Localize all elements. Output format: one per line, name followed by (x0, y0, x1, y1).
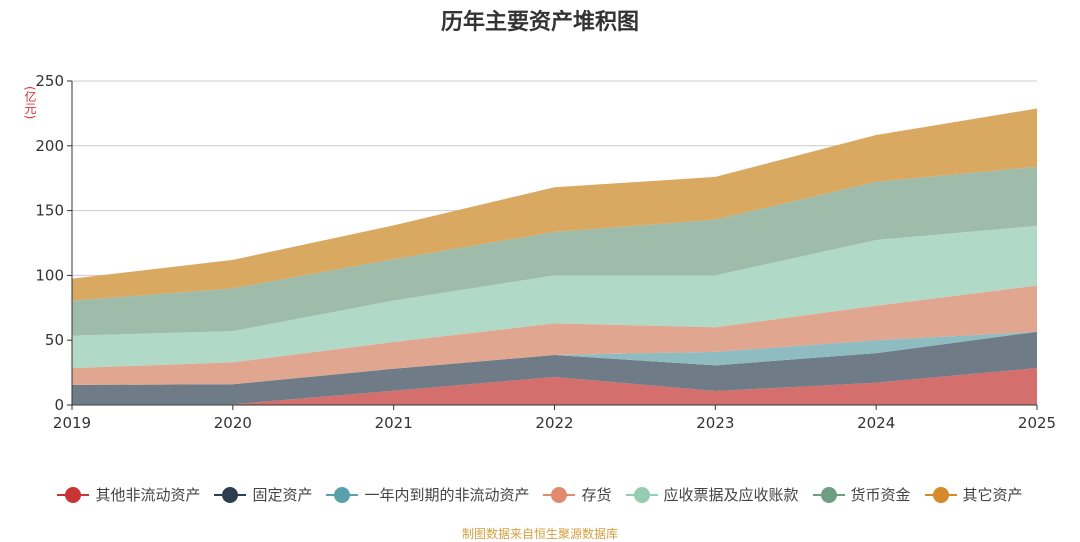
legend-item[interactable]: 一年内到期的非流动资产 (326, 484, 529, 505)
y-tick-label: 50 (45, 331, 64, 349)
y-tick-label: 150 (35, 202, 64, 220)
legend-label: 其他非流动资产 (95, 486, 201, 504)
stacked-area-chart: 0 50 100 150 200 250 2019 2020 2021 2022 2023 2024 2… (35, 72, 1056, 432)
y-axis-label: (亿元) (23, 86, 37, 120)
y-tick-label: 250 (35, 72, 64, 90)
area-series-3[interactable] (72, 285, 1037, 385)
legend-marker-icon (812, 486, 845, 503)
legend-label: 应收票据及应收账款 (663, 486, 799, 504)
legend-marker-icon (57, 486, 90, 503)
legend-marker-icon (214, 486, 247, 503)
legend-marker-icon (924, 486, 957, 503)
x-tick-label: 2022 (535, 414, 573, 432)
x-tick-label: 2025 (1018, 414, 1056, 432)
x-tick-label: 2019 (53, 414, 91, 432)
legend: 其他非流动资产 固定资产 一年内到期的非流动资产 存货 应收票据及应收账款 货币资金 其它资… (0, 484, 1080, 505)
legend-label: 货币资金 (850, 486, 911, 504)
legend-label: 其它资产 (962, 486, 1023, 504)
legend-marker-icon (543, 486, 576, 503)
legend-item[interactable]: 其它资产 (924, 484, 1023, 505)
legend-item[interactable]: 应收票据及应收账款 (625, 484, 799, 505)
y-tick-label: 100 (35, 266, 64, 284)
chart-title: 历年主要资产堆积图 (440, 10, 639, 35)
legend-label: 存货 (581, 486, 612, 504)
area-series-4[interactable] (72, 225, 1037, 369)
x-tick-label: 2023 (696, 414, 734, 432)
y-tick-label: 200 (35, 137, 64, 155)
area-series-6[interactable] (72, 108, 1037, 301)
area-series-2[interactable] (72, 331, 1037, 385)
source-note: 制图数据来自恒生聚源数据库 (461, 527, 618, 541)
area-series-1[interactable] (72, 331, 1037, 405)
legend-item[interactable]: 存货 (543, 484, 612, 505)
y-tick-label: 0 (54, 396, 64, 414)
x-tick-label: 2020 (214, 414, 252, 432)
legend-marker-icon (625, 486, 658, 503)
area-series-5[interactable] (72, 166, 1037, 336)
legend-marker-icon (326, 486, 359, 503)
legend-label: 固定资产 (252, 486, 313, 504)
legend-item[interactable]: 固定资产 (214, 484, 312, 505)
legend-label: 一年内到期的非流动资产 (364, 486, 530, 504)
legend-item[interactable]: 货币资金 (812, 484, 911, 505)
legend-item[interactable]: 其他非流动资产 (57, 484, 200, 505)
x-tick-label: 2024 (857, 414, 895, 432)
area-series-0[interactable] (72, 368, 1037, 405)
x-tick-label: 2021 (375, 414, 413, 432)
